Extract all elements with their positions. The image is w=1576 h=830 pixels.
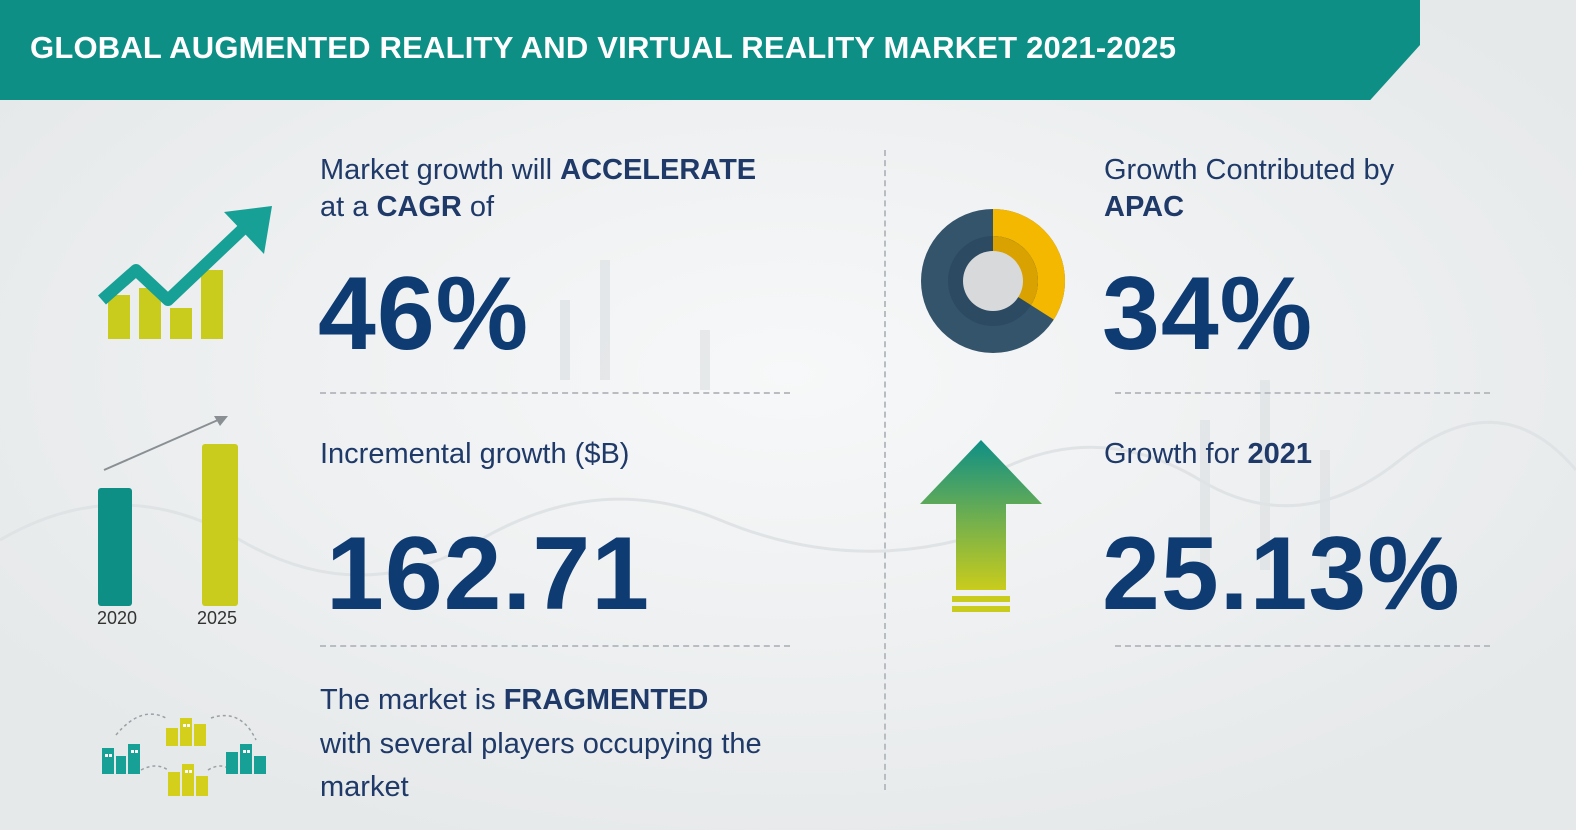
incremental-value: 162.71 [326,516,651,632]
fragmented-buildings-icon [102,713,266,796]
divider-right-2 [1115,645,1490,647]
apac-label-line1: Growth Contributed by [1104,154,1395,186]
cagr-value: 46% [318,256,530,372]
growth2021-label: Growth for 2021 [1104,438,1312,470]
bar-year-2020: 2020 [97,608,138,628]
divider-left-1 [320,392,790,394]
fragmented-label-line2: with several players occupying the [320,728,762,760]
apac-label-line2: APAC [1104,191,1185,223]
growth-chart-icon [98,206,272,339]
divider-left-2 [320,645,790,647]
page-title: GLOBAL AUGMENTED REALITY AND VIRTUAL REA… [30,30,1177,65]
cagr-label-line1: Market growth will ACCELERATE [320,154,757,186]
header-banner [0,0,1420,100]
growth2021-value: 25.13% [1102,516,1461,632]
incremental-label: Incremental growth ($B) [320,438,630,470]
bar-growth-icon [98,416,238,606]
divider-right-1 [1115,392,1490,394]
up-arrow-icon [920,440,1042,612]
fragmented-label-line3: market [320,771,409,803]
cagr-label-line2: at a CAGR of [320,191,495,223]
bar-year-2025: 2025 [197,608,238,628]
vertical-divider [884,150,886,790]
fragmented-label-line1: The market is FRAGMENTED [320,684,709,716]
apac-value: 34% [1102,256,1314,372]
donut-chart-icon [921,209,1065,353]
